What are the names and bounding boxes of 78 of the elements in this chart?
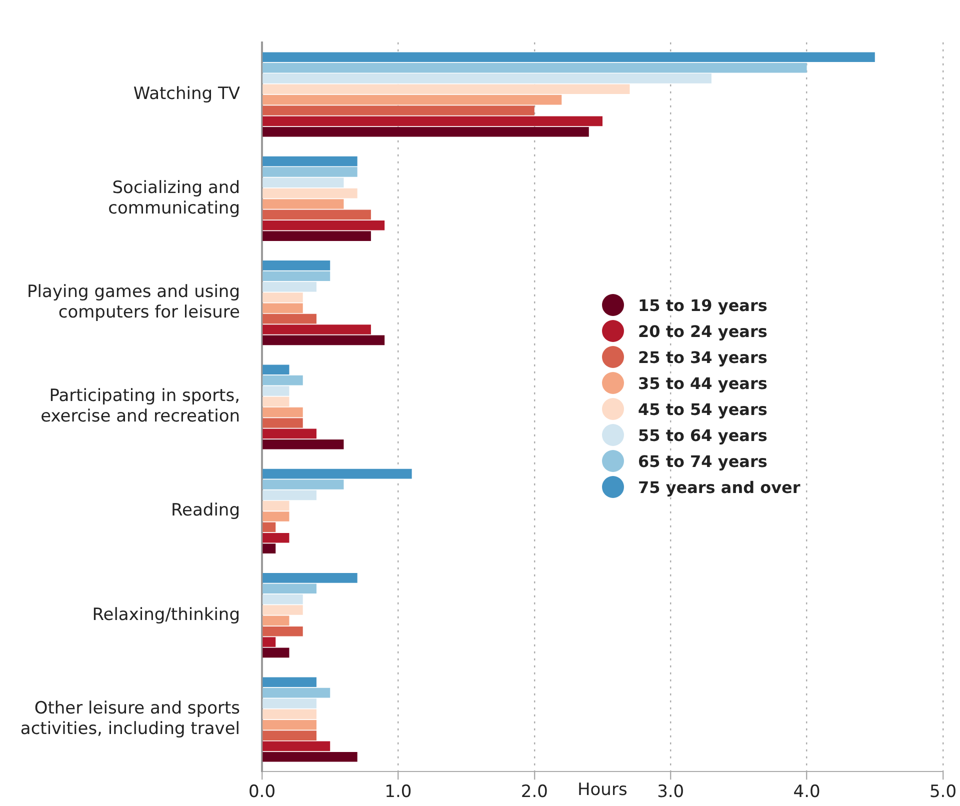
y-tick-label: Relaxing/thinking: [92, 604, 240, 625]
bar: [262, 709, 316, 720]
bar: [262, 106, 534, 116]
bar: [262, 439, 344, 450]
bar: [262, 260, 330, 270]
y-tick-label: Participating in sports, exercise and recreation: [40, 386, 240, 427]
x-tick-label: 2.0: [520, 782, 548, 802]
bar: [262, 532, 290, 543]
bar: [262, 282, 316, 292]
bar: [262, 303, 303, 314]
legend-label: 20 to 24 years: [638, 322, 768, 340]
bar: [262, 324, 371, 334]
bar: [262, 199, 344, 209]
bar: [262, 386, 290, 396]
bar: [262, 741, 330, 752]
bar: [262, 428, 316, 439]
bar: [262, 468, 412, 479]
bar: [262, 116, 602, 126]
bar: [262, 584, 316, 594]
bar: [262, 594, 303, 604]
legend-label: 35 to 44 years: [638, 374, 768, 392]
bar: [262, 407, 303, 418]
bar: [262, 126, 589, 137]
bar: [262, 698, 316, 708]
bar: [262, 314, 316, 324]
bar: [262, 335, 385, 346]
y-tick-label: Watching TV: [133, 84, 240, 104]
bar: [262, 512, 290, 522]
y-tick-label: Playing games and using computers for leisure: [27, 282, 240, 322]
bar: [262, 573, 358, 583]
bar: [262, 752, 358, 762]
bar: [262, 62, 807, 73]
bar: [262, 156, 358, 166]
bar: [262, 74, 712, 84]
bar: [262, 210, 371, 220]
x-axis-title: Hours: [578, 780, 628, 800]
bar: [262, 677, 316, 688]
bar: [262, 490, 316, 500]
bar: [262, 167, 358, 177]
bar: [262, 637, 276, 647]
bar: [262, 616, 290, 626]
bar: [262, 688, 330, 698]
y-tick-label: Other leisure and sports activities, including travel: [20, 698, 240, 740]
x-tick-label: 1.0: [384, 782, 412, 802]
bar: [262, 188, 358, 198]
x-tick-label: 4.0: [793, 782, 820, 802]
bar: [262, 220, 385, 230]
bar: [262, 500, 290, 511]
bar: [262, 648, 290, 658]
bar: [262, 480, 344, 490]
bar: [262, 605, 303, 615]
bar: [262, 52, 875, 62]
y-tick-label: Reading: [170, 500, 240, 521]
bar: [262, 84, 630, 94]
bar: [262, 730, 316, 740]
legend-label: 25 to 34 years: [638, 348, 768, 366]
bar: [262, 396, 290, 407]
x-tick-label: 0.0: [248, 782, 276, 802]
bar: [262, 271, 330, 282]
legend-label: 65 to 74 years: [638, 452, 768, 470]
bar: [262, 544, 276, 554]
legend-label: 45 to 54 years: [638, 400, 768, 418]
y-tick-label: Socializing and communicating: [108, 178, 240, 218]
legend-label: 55 to 64 years: [638, 426, 768, 444]
bar: [262, 292, 303, 302]
legend-label: 15 to 19 years: [638, 296, 768, 314]
bar: [262, 418, 303, 428]
bar: [262, 720, 316, 730]
legend-label: 75 years and over: [638, 478, 800, 496]
bar: [262, 522, 276, 532]
bar: [262, 231, 371, 241]
bar: [262, 626, 303, 636]
bar: [262, 375, 303, 386]
bar: [262, 94, 562, 105]
bar: [262, 364, 290, 375]
bar: [262, 178, 344, 188]
x-tick-label: 3.0: [657, 782, 684, 802]
x-tick-label: 5.0: [929, 782, 957, 802]
